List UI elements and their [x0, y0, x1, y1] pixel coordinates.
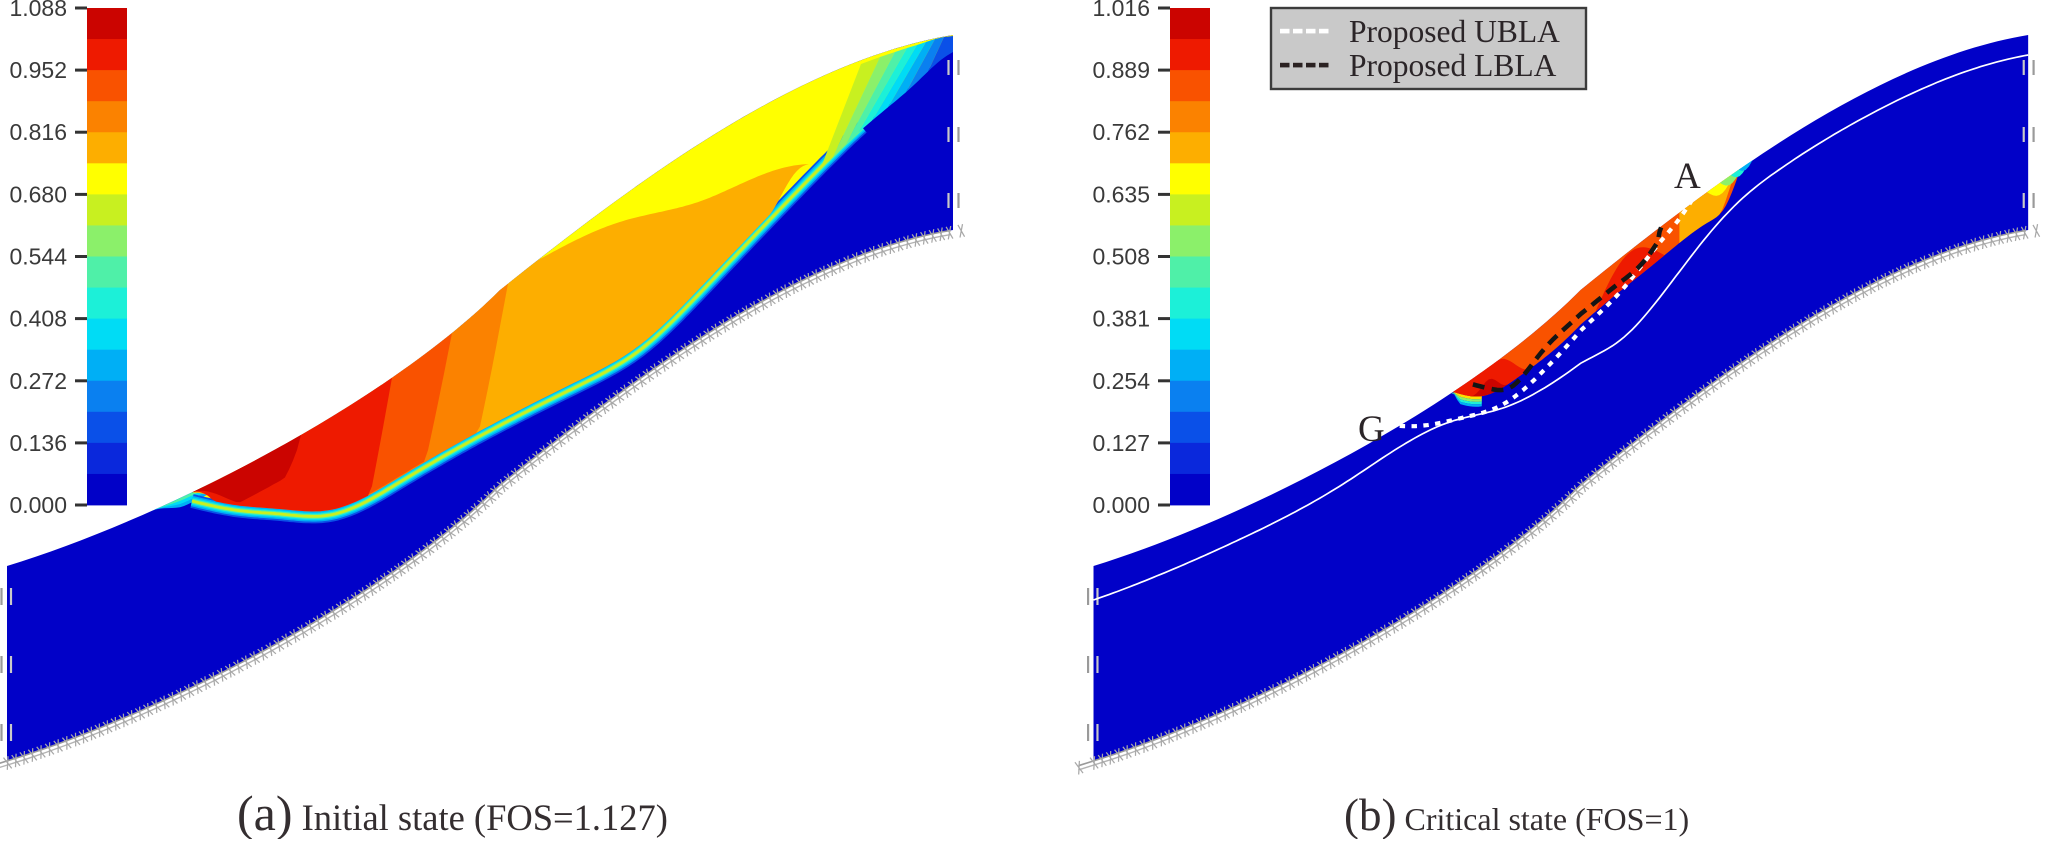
- svg-text:0.762: 0.762: [1092, 119, 1150, 145]
- svg-text:1.088: 1.088: [9, 0, 67, 21]
- svg-text:0.680: 0.680: [9, 181, 67, 207]
- svg-text:0.544: 0.544: [9, 244, 67, 270]
- svg-text:0.136: 0.136: [9, 430, 67, 456]
- svg-text:A: A: [1674, 156, 1701, 197]
- svg-text:Proposed UBLA: Proposed UBLA: [1349, 14, 1560, 49]
- svg-text:G: G: [1358, 409, 1385, 450]
- svg-text:0.952: 0.952: [9, 57, 67, 83]
- svg-text:0.381: 0.381: [1092, 306, 1150, 332]
- svg-text:0.635: 0.635: [1092, 181, 1150, 207]
- svg-text:Proposed LBLA: Proposed LBLA: [1349, 48, 1557, 83]
- svg-text:0.254: 0.254: [1092, 368, 1150, 394]
- svg-text:0.272: 0.272: [9, 368, 67, 394]
- svg-text:0.508: 0.508: [1092, 244, 1150, 270]
- svg-text:0.000: 0.000: [9, 492, 67, 518]
- svg-text:1.016: 1.016: [1092, 0, 1150, 21]
- svg-text:0.127: 0.127: [1092, 430, 1150, 456]
- svg-text:0.889: 0.889: [1092, 57, 1150, 83]
- svg-text:(a) Initial state (FOS=1.127): (a) Initial state (FOS=1.127): [237, 785, 668, 839]
- svg-text:0.816: 0.816: [9, 119, 67, 145]
- svg-text:(b) Critical state (FOS=1): (b) Critical state (FOS=1): [1344, 790, 1689, 839]
- svg-text:0.408: 0.408: [9, 306, 67, 332]
- svg-text:0.000: 0.000: [1092, 492, 1150, 518]
